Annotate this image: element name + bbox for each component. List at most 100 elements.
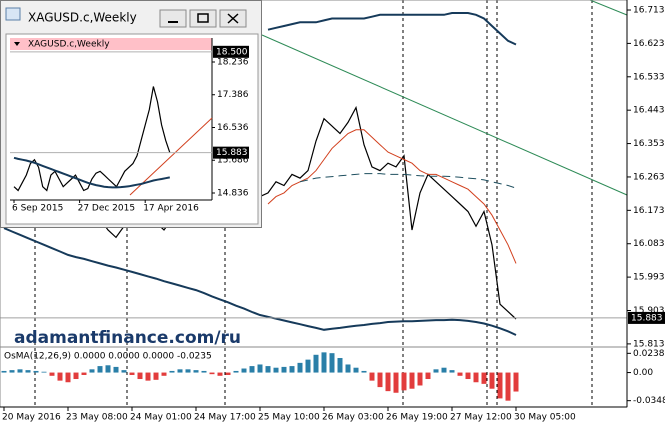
bar	[273, 367, 279, 373]
bar	[121, 370, 127, 373]
current-price-box	[628, 311, 665, 324]
series-line	[3, 227, 517, 336]
bar	[497, 372, 503, 399]
series-line	[267, 12, 517, 46]
y-tick-label: 16.536	[217, 123, 249, 133]
y-tick-label: 15.993	[633, 273, 665, 283]
bar	[201, 370, 207, 373]
bar	[345, 364, 351, 373]
bar	[385, 372, 391, 392]
price-box	[213, 45, 249, 58]
bar	[217, 372, 223, 376]
x-tick-label: 6 Sep 2015	[12, 204, 63, 214]
y-tick-label: 16.623	[633, 39, 665, 49]
bar	[313, 354, 319, 373]
bar	[129, 372, 135, 375]
y-tick-label: 17.386	[217, 90, 249, 100]
bar	[441, 367, 447, 373]
y-tick-label: 0.00	[633, 368, 653, 378]
bar	[289, 366, 295, 373]
chart-area	[5, 33, 259, 225]
y-tick-label: 15.903	[633, 306, 665, 316]
bar	[57, 372, 63, 381]
bar	[257, 364, 263, 373]
bar	[425, 372, 431, 380]
bar	[177, 369, 183, 373]
close-icon	[227, 13, 239, 24]
chart-label: XAGUSD.c,Weekly	[28, 40, 110, 50]
y-tick-label: 16.083	[633, 239, 665, 249]
x-tick-label: 26 May 03:00	[322, 413, 384, 423]
bar	[185, 369, 191, 373]
x-tick-label: 20 May 2016	[2, 413, 61, 423]
bar	[369, 372, 375, 381]
y-tick-label: 15.813	[633, 339, 665, 349]
x-tick-label: 27 May 12:00	[450, 413, 512, 423]
y-tick-label: 18.236	[217, 57, 249, 67]
bar	[113, 366, 119, 373]
trend-line	[129, 117, 213, 196]
bar	[481, 372, 487, 384]
bar	[153, 372, 159, 380]
window-icon	[5, 7, 21, 21]
indicator-title: OsMA(12,26,9) 0.0000 0.0000 0.0000 -0.02…	[4, 352, 212, 362]
bar	[137, 372, 143, 380]
bar	[225, 372, 231, 375]
bar	[193, 370, 199, 373]
price-chart: adamantfinance.com/ru	[0, 0, 628, 407]
x-tick-label: 27 Dec 2015	[78, 204, 136, 214]
bar	[393, 372, 399, 393]
bar	[489, 372, 495, 389]
bar	[513, 372, 519, 392]
y-tick-label: 0.0238	[633, 349, 665, 359]
bar	[97, 366, 103, 373]
bar	[353, 367, 359, 373]
y-tick-label: 16.533	[633, 72, 665, 82]
current-price-label: 15.883	[631, 313, 663, 323]
x-tick-label: 17 Apr 2016	[143, 204, 199, 214]
bar	[305, 359, 311, 373]
watermark: adamantfinance.com/ru	[14, 328, 241, 348]
bar	[9, 370, 15, 373]
y-tick-label: 16.443	[633, 106, 665, 116]
bar	[17, 369, 23, 373]
bar	[73, 372, 79, 380]
bar	[65, 372, 71, 383]
chart-label-bar	[10, 38, 212, 50]
bar	[265, 366, 271, 373]
bar	[329, 353, 335, 373]
bar	[89, 369, 95, 373]
window-buttons	[159, 9, 247, 28]
maximize-button[interactable]	[189, 9, 217, 28]
bar	[465, 372, 471, 380]
bar	[409, 372, 415, 389]
bar	[449, 370, 455, 373]
y-tick-label: 14.836	[217, 188, 249, 198]
bar	[161, 372, 167, 376]
bar	[33, 370, 39, 373]
minimize-button[interactable]	[159, 9, 187, 28]
price-label: 18.500	[216, 47, 248, 57]
bar	[25, 370, 31, 373]
bar	[49, 372, 55, 376]
bar	[505, 372, 511, 401]
x-tick-label: 26 May 19:00	[386, 413, 448, 423]
x-tick-label: 23 May 08:00	[66, 413, 128, 423]
bar	[473, 372, 479, 383]
bar	[433, 369, 439, 373]
bar	[401, 372, 407, 391]
bar	[81, 372, 87, 375]
y-tick-label: 16.263	[633, 172, 665, 182]
bar	[241, 368, 247, 373]
y-tick-label: 16.353	[633, 139, 665, 149]
chart-label-arrow	[14, 42, 20, 46]
chart-window: XAGUSD.c,Weekly XAGUSD.c,Weekly 18.236 17.…	[0, 0, 262, 228]
bar	[249, 366, 255, 373]
bar	[297, 362, 303, 373]
x-tick-label: 30 May 05:00	[514, 413, 576, 423]
y-tick-label: 16.713	[633, 6, 665, 16]
series-line	[299, 173, 517, 189]
bar	[417, 372, 423, 386]
y-tick-label: -0.0348	[633, 396, 665, 406]
